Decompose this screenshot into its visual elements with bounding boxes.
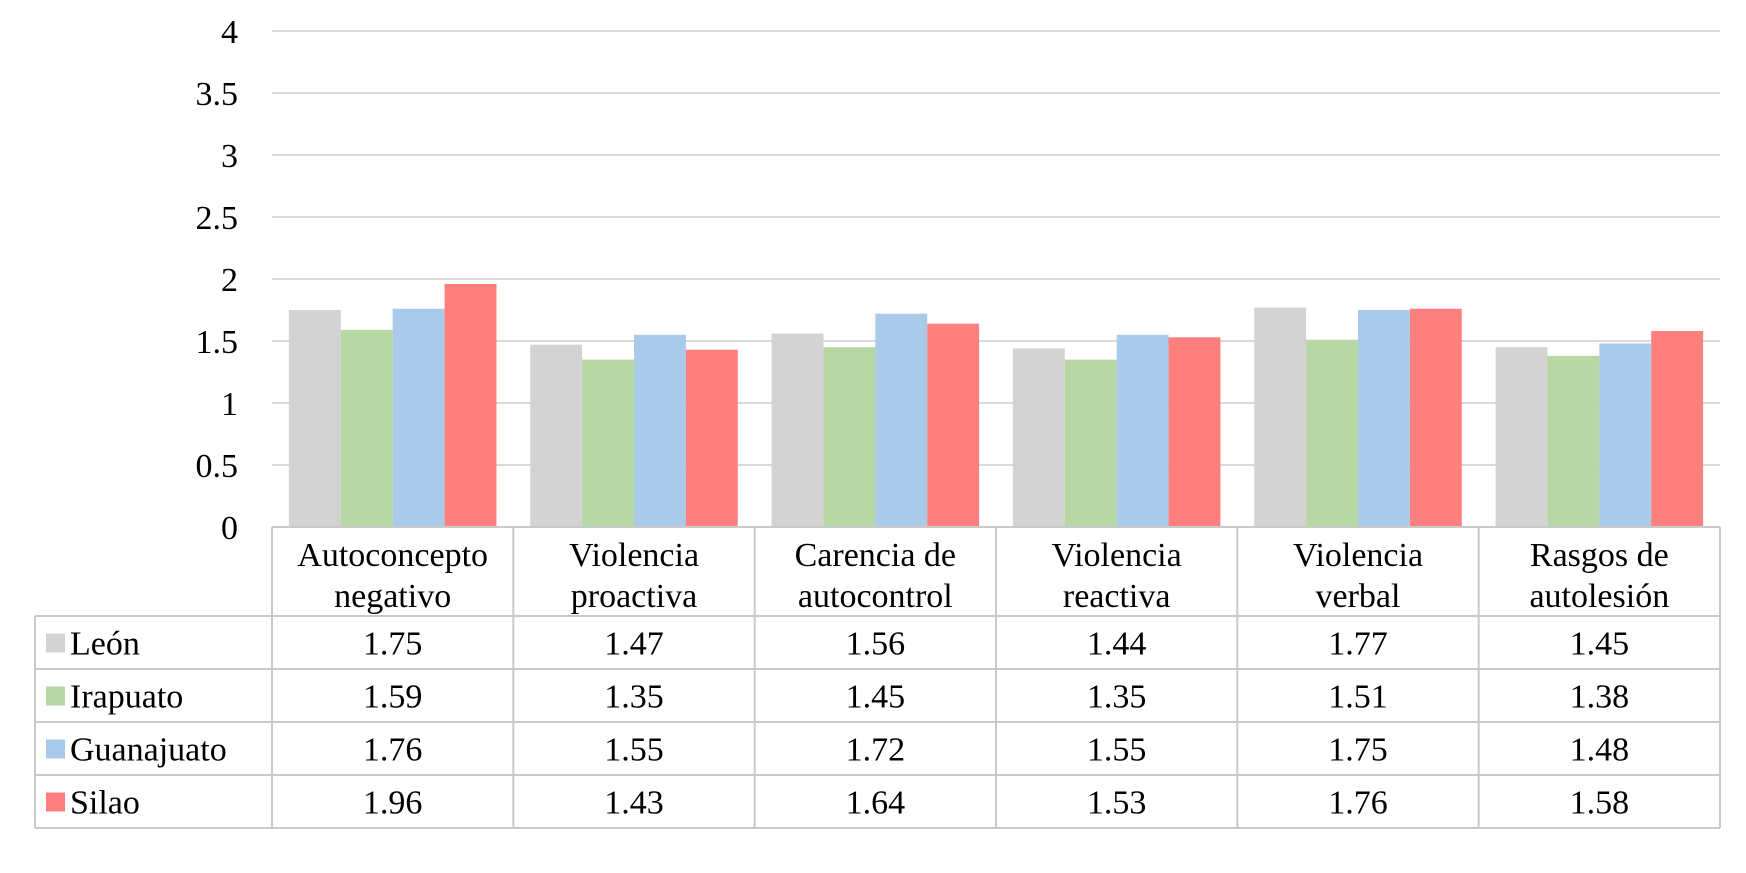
data-label: 1.76 — [363, 732, 423, 769]
category-label: Rasgos de — [1530, 537, 1669, 574]
bar-león-0 — [288, 310, 341, 527]
y-tick-label: 3.5 — [196, 76, 239, 113]
data-label: 1.48 — [1570, 732, 1630, 769]
bars — [288, 283, 1704, 527]
legend-key-guanajuato — [46, 739, 65, 759]
series-name: Irapuato — [70, 679, 183, 716]
y-tick-label: 1.5 — [196, 324, 239, 361]
data-label: 1.58 — [1570, 785, 1630, 822]
data-label: 1.55 — [604, 732, 664, 769]
data-label: 1.44 — [1087, 626, 1147, 663]
bar-irapuato-0 — [340, 329, 393, 527]
data-label: 1.75 — [1328, 732, 1388, 769]
y-tick-label: 4 — [221, 14, 238, 51]
data-table: Autoconcepto negativo Violencia proactiva Ca… — [34, 526, 1721, 829]
data-label: 1.53 — [1087, 785, 1147, 822]
category-label: autocontrol — [798, 578, 953, 615]
bar-león-5 — [1495, 347, 1548, 527]
data-label: 1.64 — [846, 785, 906, 822]
y-tick-label: 0.5 — [196, 448, 239, 485]
data-label: 1.43 — [604, 785, 664, 822]
category-label: Violencia — [1293, 537, 1423, 574]
y-tick-label: 1 — [221, 386, 238, 423]
category-label: Autoconcepto — [297, 537, 488, 574]
series-name: Guanajuato — [70, 732, 227, 769]
data-label: 1.72 — [846, 732, 906, 769]
bar-guanajuato-1 — [634, 334, 686, 527]
bar-silao-4 — [1409, 308, 1462, 527]
data-label: 1.76 — [1328, 785, 1388, 822]
series-name: Silao — [70, 785, 140, 822]
y-axis-ticks: 0 0.5 1 1.5 2 2.5 3 3.5 4 — [196, 14, 239, 547]
bar-león-2 — [771, 333, 824, 527]
data-label: 1.56 — [846, 626, 906, 663]
y-tick-label: 2.5 — [196, 200, 239, 237]
category-label: Carencia de — [795, 537, 956, 574]
category-label: negativo — [334, 578, 451, 615]
series-name: León — [70, 626, 140, 663]
bar-guanajuato-4 — [1358, 310, 1410, 527]
y-tick-label: 2 — [221, 262, 238, 299]
bar-silao-0 — [444, 283, 497, 527]
bar-irapuato-5 — [1547, 355, 1600, 527]
data-label: 1.38 — [1570, 679, 1630, 716]
bar-silao-5 — [1651, 331, 1704, 527]
data-label: 1.75 — [363, 626, 423, 663]
bar-león-4 — [1254, 307, 1307, 527]
category-label: Violencia — [569, 537, 699, 574]
bar-irapuato-1 — [582, 359, 634, 527]
bar-guanajuato-5 — [1599, 343, 1652, 527]
data-label: 1.59 — [363, 679, 423, 716]
category-label: proactiva — [571, 578, 698, 615]
bar-irapuato-3 — [1064, 359, 1117, 527]
bar-guanajuato-2 — [875, 313, 928, 527]
data-label: 1.45 — [846, 679, 906, 716]
bar-león-3 — [1012, 348, 1065, 527]
data-label: 1.35 — [1087, 679, 1147, 716]
category-label: verbal — [1316, 578, 1401, 615]
y-tick-label: 3 — [221, 138, 238, 175]
data-label: 1.35 — [604, 679, 664, 716]
bar-irapuato-4 — [1306, 339, 1358, 527]
data-label: 1.51 — [1328, 679, 1388, 716]
bar-silao-1 — [685, 349, 738, 527]
category-label: autolesión — [1529, 578, 1669, 615]
bar-león-1 — [530, 344, 583, 527]
bar-silao-2 — [927, 323, 980, 527]
y-tick-label: 0 — [221, 510, 238, 547]
bar-irapuato-2 — [823, 347, 876, 527]
legend-key-irapuato — [46, 686, 65, 706]
gridlines — [272, 30, 1720, 528]
data-label: 1.47 — [604, 626, 664, 663]
bar-silao-3 — [1168, 337, 1221, 527]
category-label: Violencia — [1052, 537, 1182, 574]
data-label: 1.77 — [1328, 626, 1388, 663]
bar-guanajuato-3 — [1116, 334, 1169, 527]
data-label: 1.45 — [1570, 626, 1630, 663]
category-label: reactiva — [1063, 578, 1171, 615]
data-label: 1.96 — [363, 785, 423, 822]
bar-guanajuato-0 — [392, 308, 445, 527]
legend-key-silao — [46, 792, 65, 812]
legend-key-león — [46, 633, 65, 653]
data-label: 1.55 — [1087, 732, 1147, 769]
